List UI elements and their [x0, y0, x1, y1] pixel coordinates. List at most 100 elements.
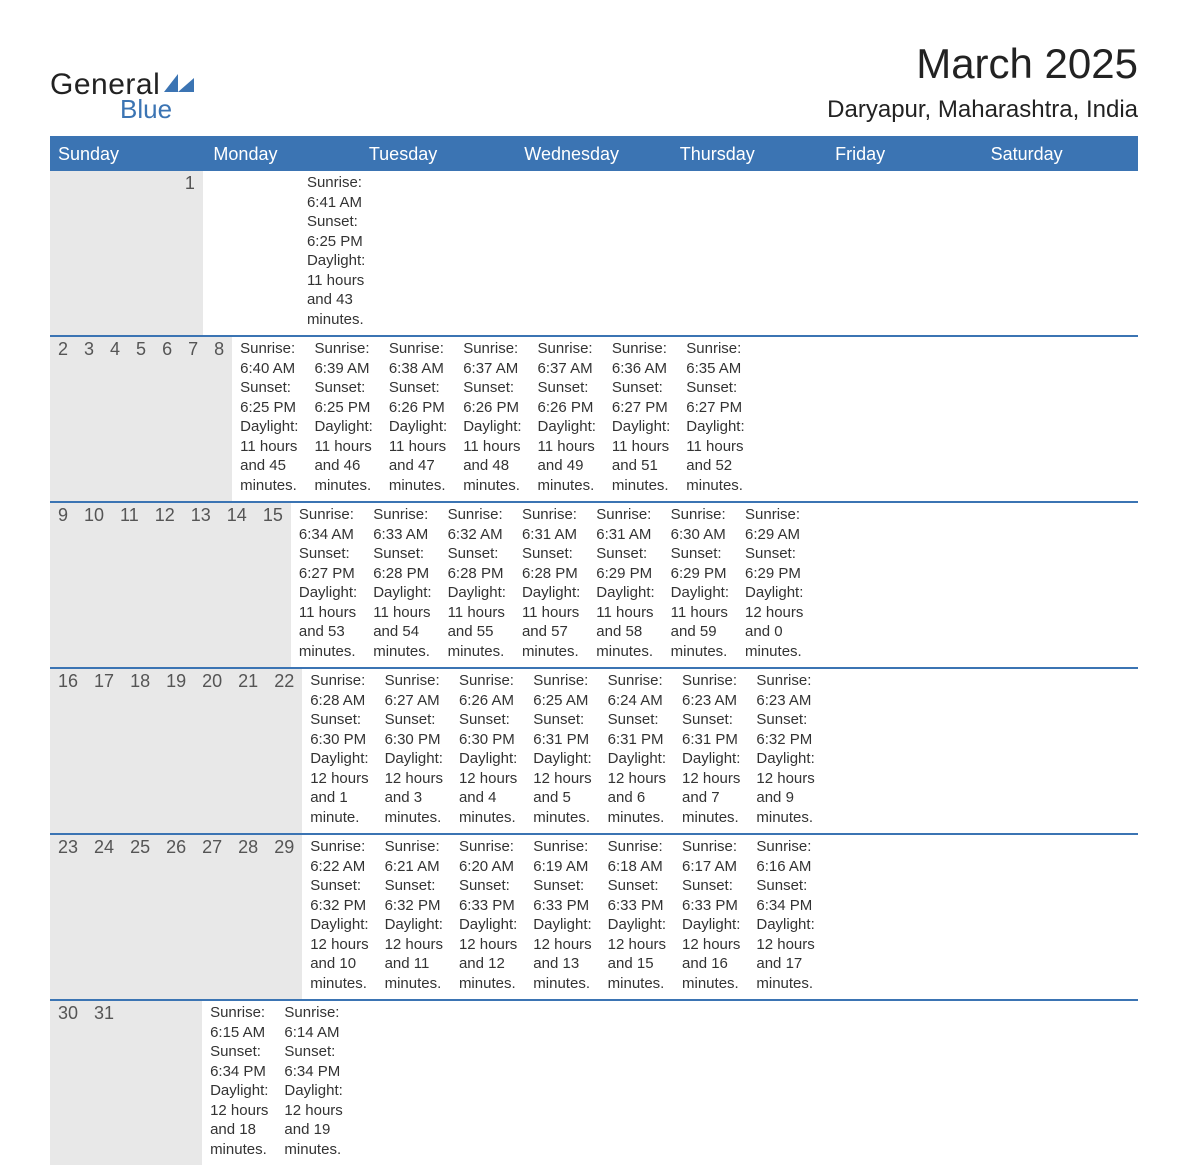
day-dl2: and 7 minutes. [682, 788, 740, 827]
day-cell [267, 171, 283, 335]
day-number: 2 [50, 337, 76, 501]
day-dl2: and 11 minutes. [385, 954, 443, 993]
day-sunrise: Sunrise: 6:33 AM [373, 505, 431, 544]
logo-mark-icon [164, 72, 194, 96]
day-sunrise: Sunrise: 6:36 AM [612, 339, 670, 378]
day-dl1: Daylight: 12 hours [385, 749, 443, 788]
day-number: 23 [50, 835, 86, 999]
day-number: 24 [86, 835, 122, 999]
day-sunset: Sunset: 6:27 PM [686, 378, 744, 417]
day-number: 12 [147, 503, 183, 667]
day-dl1: Daylight: 12 hours [310, 749, 368, 788]
day-dl2: and 43 minutes. [307, 290, 365, 329]
day-cell: Sunrise: 6:23 AMSunset: 6:31 PMDaylight:… [674, 669, 748, 833]
day-number: 28 [230, 835, 266, 999]
weekday-saturday: Saturday [983, 138, 1138, 171]
day-number [122, 1001, 138, 1165]
day-dl2: and 58 minutes. [596, 622, 654, 661]
day-cell [251, 171, 267, 335]
day-sunset: Sunset: 6:29 PM [596, 544, 654, 583]
day-cell [399, 1001, 415, 1165]
day-sunset: Sunset: 6:25 PM [307, 212, 365, 251]
day-cell: Sunrise: 6:41 AMSunset: 6:25 PMDaylight:… [299, 171, 373, 335]
calendar-week: 23242526272829Sunrise: 6:22 AMSunset: 6:… [50, 833, 1138, 999]
day-number: 14 [219, 503, 255, 667]
day-number: 29 [266, 835, 302, 999]
day-sunset: Sunset: 6:25 PM [240, 378, 298, 417]
day-number: 21 [230, 669, 266, 833]
day-dl1: Daylight: 11 hours [314, 417, 372, 456]
day-number: 31 [86, 1001, 122, 1165]
day-sunset: Sunset: 6:27 PM [612, 378, 670, 417]
weekday-tuesday: Tuesday [361, 138, 516, 171]
day-dl1: Daylight: 11 hours [612, 417, 670, 456]
day-sunrise: Sunrise: 6:29 AM [745, 505, 803, 544]
daycontent-row: Sunrise: 6:28 AMSunset: 6:30 PMDaylight:… [302, 669, 823, 833]
weekday-sunday: Sunday [50, 138, 205, 171]
day-number: 20 [194, 669, 230, 833]
day-number: 16 [50, 669, 86, 833]
day-sunset: Sunset: 6:28 PM [522, 544, 580, 583]
day-dl2: and 1 minute. [310, 788, 368, 827]
daycontent-row: Sunrise: 6:34 AMSunset: 6:27 PMDaylight:… [291, 503, 812, 667]
day-dl2: and 17 minutes. [756, 954, 814, 993]
day-cell: Sunrise: 6:37 AMSunset: 6:26 PMDaylight:… [530, 337, 604, 501]
day-dl1: Daylight: 12 hours [459, 749, 517, 788]
day-number: 30 [50, 1001, 86, 1165]
day-dl1: Daylight: 11 hours [373, 583, 431, 622]
weekday-thursday: Thursday [672, 138, 827, 171]
logo: General Blue [50, 70, 194, 122]
day-sunrise: Sunrise: 6:38 AM [389, 339, 447, 378]
day-dl2: and 57 minutes. [522, 622, 580, 661]
day-cell: Sunrise: 6:22 AMSunset: 6:32 PMDaylight:… [302, 835, 376, 999]
day-sunset: Sunset: 6:26 PM [538, 378, 596, 417]
day-cell: Sunrise: 6:37 AMSunset: 6:26 PMDaylight:… [455, 337, 529, 501]
day-dl2: and 3 minutes. [385, 788, 443, 827]
day-sunrise: Sunrise: 6:14 AM [284, 1003, 342, 1042]
day-dl1: Daylight: 11 hours [299, 583, 357, 622]
day-sunrise: Sunrise: 6:34 AM [299, 505, 357, 544]
day-number [170, 1001, 186, 1165]
daynum-row: 16171819202122 [50, 669, 302, 833]
day-dl2: and 10 minutes. [310, 954, 368, 993]
calendar-week: 9101112131415Sunrise: 6:34 AMSunset: 6:2… [50, 501, 1138, 667]
day-cell [351, 1001, 367, 1165]
daycontent-row: Sunrise: 6:41 AMSunset: 6:25 PMDaylight:… [203, 171, 373, 335]
day-sunrise: Sunrise: 6:27 AM [385, 671, 443, 710]
day-dl1: Daylight: 12 hours [310, 915, 368, 954]
day-dl2: and 18 minutes. [210, 1120, 268, 1159]
daynum-row: 9101112131415 [50, 503, 291, 667]
day-sunrise: Sunrise: 6:28 AM [310, 671, 368, 710]
day-cell [283, 171, 299, 335]
day-sunrise: Sunrise: 6:18 AM [608, 837, 666, 876]
day-sunrise: Sunrise: 6:32 AM [448, 505, 506, 544]
daynum-row: 2345678 [50, 337, 232, 501]
day-number: 11 [112, 503, 147, 667]
day-dl2: and 9 minutes. [756, 788, 814, 827]
day-cell: Sunrise: 6:31 AMSunset: 6:28 PMDaylight:… [514, 503, 588, 667]
weekday-monday: Monday [205, 138, 360, 171]
day-sunset: Sunset: 6:34 PM [756, 876, 814, 915]
day-dl2: and 19 minutes. [284, 1120, 342, 1159]
day-dl1: Daylight: 11 hours [686, 417, 744, 456]
day-number [50, 171, 71, 335]
day-sunset: Sunset: 6:32 PM [310, 876, 368, 915]
day-cell: Sunrise: 6:19 AMSunset: 6:33 PMDaylight:… [525, 835, 599, 999]
day-dl2: and 59 minutes. [671, 622, 729, 661]
day-dl1: Daylight: 12 hours [608, 915, 666, 954]
day-dl2: and 53 minutes. [299, 622, 357, 661]
day-dl2: and 49 minutes. [538, 456, 596, 495]
daynum-row: 23242526272829 [50, 835, 302, 999]
day-sunset: Sunset: 6:27 PM [299, 544, 357, 583]
day-cell: Sunrise: 6:17 AMSunset: 6:33 PMDaylight:… [674, 835, 748, 999]
weekday-friday: Friday [827, 138, 982, 171]
day-cell [235, 171, 251, 335]
day-sunrise: Sunrise: 6:30 AM [671, 505, 729, 544]
day-dl1: Daylight: 11 hours [240, 417, 298, 456]
day-number [154, 1001, 170, 1165]
day-number: 5 [128, 337, 154, 501]
day-sunrise: Sunrise: 6:23 AM [682, 671, 740, 710]
calendar-week: 1Sunrise: 6:41 AMSunset: 6:25 PMDaylight… [50, 171, 1138, 335]
daynum-row: 3031 [50, 1001, 202, 1165]
day-dl2: and 51 minutes. [612, 456, 670, 495]
